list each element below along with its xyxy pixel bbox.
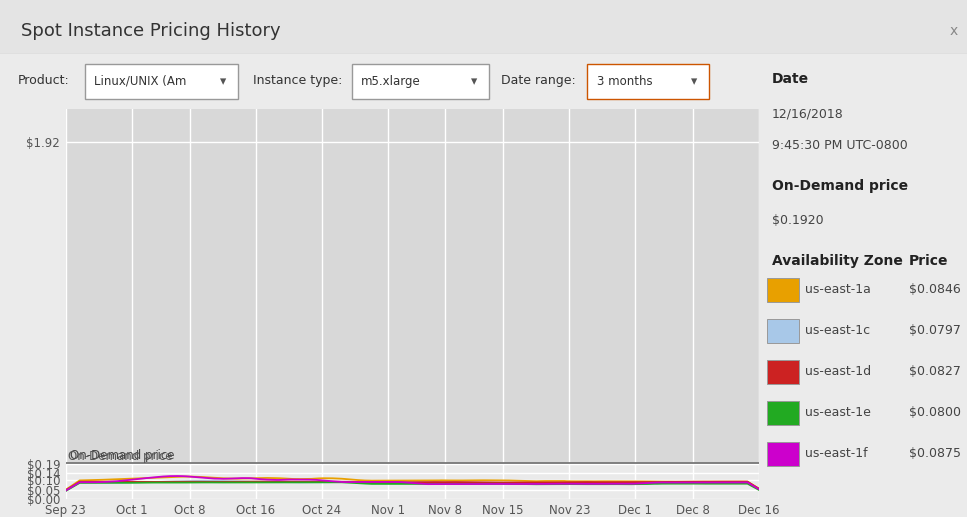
Text: m5.xlarge: m5.xlarge	[362, 75, 421, 88]
Text: $0.0875: $0.0875	[909, 447, 961, 460]
Text: x: x	[950, 24, 958, 38]
Text: ▾: ▾	[220, 75, 226, 88]
Text: $0.0827: $0.0827	[909, 365, 960, 378]
FancyBboxPatch shape	[352, 64, 489, 99]
Text: On-Demand price: On-Demand price	[772, 179, 908, 193]
FancyBboxPatch shape	[768, 401, 799, 425]
Text: $0.0797: $0.0797	[909, 324, 960, 337]
Text: $0.0800: $0.0800	[909, 406, 961, 419]
FancyBboxPatch shape	[768, 442, 799, 466]
Text: Date range:: Date range:	[501, 74, 575, 87]
FancyBboxPatch shape	[768, 319, 799, 343]
Text: Date: Date	[772, 72, 808, 86]
Text: 12/16/2018: 12/16/2018	[772, 108, 843, 120]
FancyBboxPatch shape	[587, 64, 709, 99]
Bar	[66, 463, 759, 499]
Text: Price: Price	[909, 254, 949, 268]
Text: Availability Zone: Availability Zone	[772, 254, 902, 268]
Text: Spot Instance Pricing History: Spot Instance Pricing History	[21, 22, 280, 40]
Text: Linux/UNIX (Am: Linux/UNIX (Am	[94, 75, 187, 88]
Text: 9:45:30 PM UTC-0800: 9:45:30 PM UTC-0800	[772, 139, 907, 152]
Text: us-east-1c: us-east-1c	[805, 324, 870, 337]
Text: ▾: ▾	[691, 75, 697, 88]
Text: On-Demand price: On-Demand price	[70, 449, 174, 462]
Text: 3 months: 3 months	[597, 75, 653, 88]
FancyBboxPatch shape	[768, 278, 799, 302]
Text: Product:: Product:	[17, 74, 69, 87]
Text: $0.0846: $0.0846	[909, 283, 960, 296]
FancyBboxPatch shape	[768, 360, 799, 384]
Text: us-east-1d: us-east-1d	[805, 365, 871, 378]
Text: us-east-1a: us-east-1a	[805, 283, 870, 296]
Text: On-Demand price: On-Demand price	[69, 450, 173, 463]
FancyBboxPatch shape	[85, 64, 238, 99]
Text: us-east-1f: us-east-1f	[805, 447, 867, 460]
Text: ▾: ▾	[471, 75, 478, 88]
Text: $0.1920: $0.1920	[772, 215, 823, 227]
Text: Instance type:: Instance type:	[252, 74, 342, 87]
Text: us-east-1e: us-east-1e	[805, 406, 870, 419]
